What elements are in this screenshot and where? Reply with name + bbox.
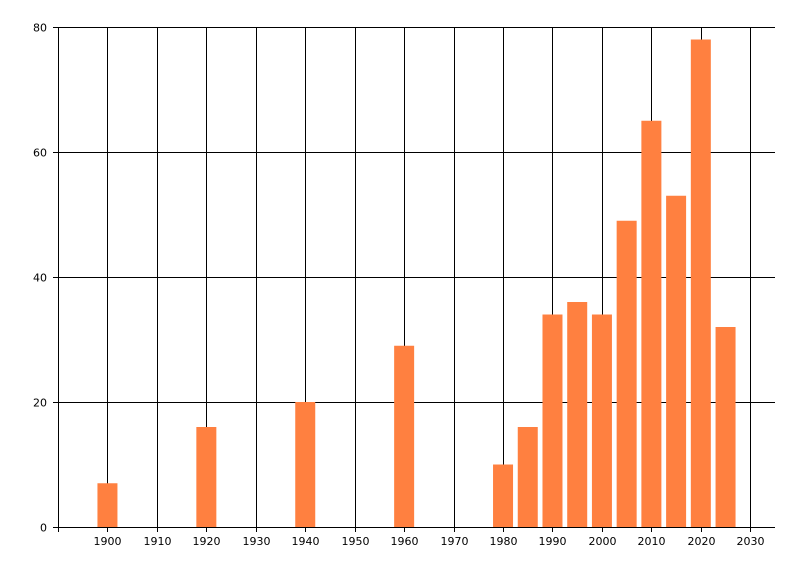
x-tick-label-2010: 2010: [638, 535, 666, 548]
x-tick-label-2030: 2030: [737, 535, 765, 548]
x-tick-label-1990: 1990: [539, 535, 567, 548]
bar-2020: [690, 39, 711, 527]
x-tick-label-1940: 1940: [292, 535, 320, 548]
bar-1995: [567, 302, 588, 527]
y-tick-label-60: 60: [33, 147, 47, 160]
x-tick-label-1920: 1920: [193, 535, 221, 548]
axes: [53, 27, 775, 532]
y-tick-label-40: 40: [33, 272, 47, 285]
bar-1920: [196, 427, 217, 527]
bar-1990: [542, 314, 563, 527]
y-tick-label-20: 20: [33, 397, 47, 410]
x-tick-label-1970: 1970: [441, 535, 469, 548]
bars: [97, 39, 736, 527]
tick-labels: 1900 1910 1920 1930 1940 1950 1960 1970 1980 1990…: [33, 22, 765, 549]
y-tick-label-80: 80: [33, 22, 47, 35]
bar-1960: [394, 345, 415, 527]
bar-2015: [666, 195, 687, 527]
bar-2010: [641, 120, 662, 527]
x-tick-label-1930: 1930: [243, 535, 271, 548]
y-tick-label-0: 0: [40, 522, 47, 535]
bar-2005: [616, 220, 637, 527]
x-tick-label-1900: 1900: [94, 535, 122, 548]
x-tick-label-2000: 2000: [589, 535, 617, 548]
x-tick-label-1980: 1980: [490, 535, 518, 548]
bar-2025: [715, 327, 736, 527]
x-tick-label-2020: 2020: [688, 535, 716, 548]
bar-1985: [517, 427, 538, 527]
x-tick-label-1960: 1960: [391, 535, 419, 548]
x-tick-label-1950: 1950: [342, 535, 370, 548]
bar-2000: [591, 314, 612, 527]
x-tick-label-1910: 1910: [144, 535, 172, 548]
bar-1940: [295, 402, 316, 527]
bar-1900: [97, 483, 118, 527]
bar-1980: [493, 464, 514, 527]
